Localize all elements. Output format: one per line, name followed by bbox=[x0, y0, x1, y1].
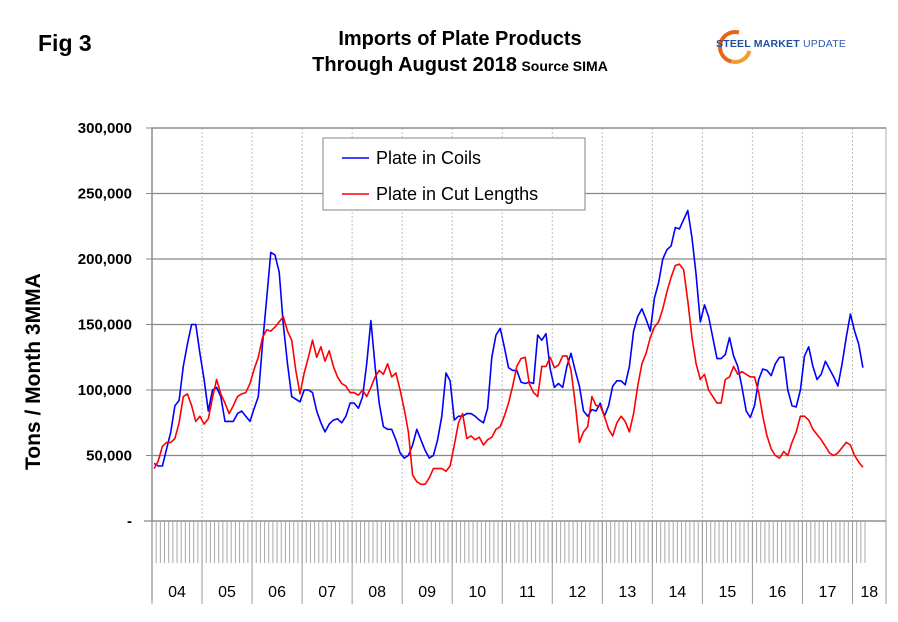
chart-title-line1: Imports of Plate Products bbox=[338, 28, 582, 50]
x-tick-label-13: 13 bbox=[618, 584, 636, 601]
x-tick-label-16: 16 bbox=[769, 584, 787, 601]
series-line-plate-in-cut-lengths bbox=[153, 263, 864, 486]
y-axis-ticks: - 50,000 100,000 150,000 200,000 250,000 300,0… bbox=[78, 120, 152, 530]
chart-title-line2: Through August 2018 bbox=[312, 54, 517, 76]
legend-box bbox=[322, 137, 586, 211]
x-tick-label-08: 08 bbox=[368, 584, 386, 601]
x-tick-label-17: 17 bbox=[819, 584, 837, 601]
x-axis: 04 05 06 07 08 09 10 11 12 13 14 15 16 17 18 bbox=[144, 520, 887, 604]
series-lines bbox=[153, 209, 864, 486]
x-tick-label-05: 05 bbox=[218, 584, 236, 601]
x-tick-label-06: 06 bbox=[268, 584, 286, 601]
y-tick-label: 50,000 bbox=[86, 448, 132, 465]
x-tick-label-09: 09 bbox=[418, 584, 436, 601]
x-tick-label-04: 04 bbox=[168, 584, 186, 601]
x-tick-label-18: 18 bbox=[860, 584, 878, 601]
steel-market-update-logo: STEEL MARKET UPDATE bbox=[700, 23, 850, 71]
x-tick-label-15: 15 bbox=[718, 584, 736, 601]
legend: Plate in Coils Plate in Cut Lengths bbox=[322, 137, 586, 211]
legend-label-plate-in-coils: Plate in Coils bbox=[376, 148, 481, 168]
chart-source: Source SIMA bbox=[521, 58, 608, 74]
logo-text-bold: STEEL MARKET bbox=[716, 38, 800, 50]
y-tick-label: 150,000 bbox=[78, 317, 132, 334]
x-tick-label-11: 11 bbox=[519, 584, 536, 601]
x-tick-label-07: 07 bbox=[318, 584, 336, 601]
y-tick-label: - bbox=[127, 513, 132, 530]
y-tick-label: 200,000 bbox=[78, 251, 132, 268]
y-tick-label: 250,000 bbox=[78, 186, 132, 203]
chart-title: Imports of Plate Products Through August… bbox=[250, 26, 670, 80]
x-tick-label-12: 12 bbox=[568, 584, 586, 601]
logo-text: STEEL MARKET UPDATE bbox=[716, 38, 846, 50]
y-tick-label: 300,000 bbox=[78, 120, 132, 137]
figure-label: Fig 3 bbox=[38, 30, 92, 56]
y-tick-label: 100,000 bbox=[78, 382, 132, 399]
series-line-plate-in-coils bbox=[153, 209, 864, 467]
x-tick-label-10: 10 bbox=[468, 584, 486, 601]
x-tick-label-14: 14 bbox=[668, 584, 686, 601]
logo-text-thin: UPDATE bbox=[803, 38, 847, 50]
legend-label-plate-in-cut-lengths: Plate in Cut Lengths bbox=[376, 184, 538, 204]
